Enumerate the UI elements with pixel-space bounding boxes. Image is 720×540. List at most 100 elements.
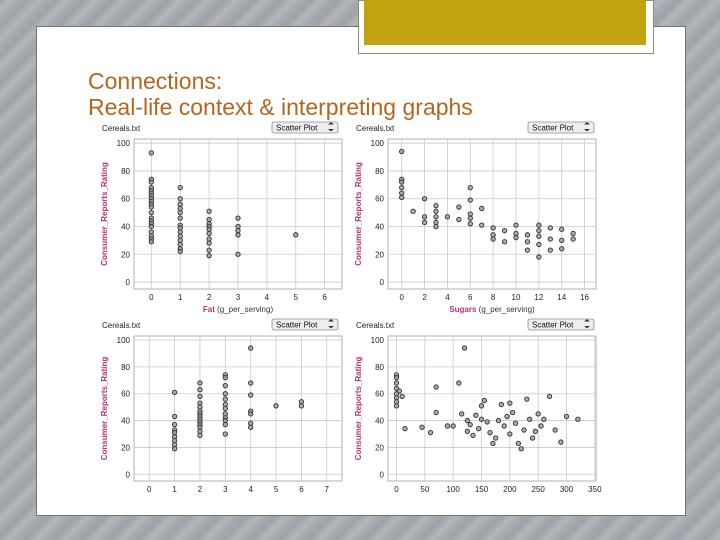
data-point [524, 232, 531, 238]
data-point [490, 236, 496, 242]
x-tick-label: 200 [503, 485, 517, 494]
data-point [222, 374, 228, 381]
y-tick-label: 40 [121, 417, 130, 426]
data-point [529, 435, 536, 441]
x-tick-label: 0 [399, 293, 404, 302]
scatter-panel-3: Cereals.txt Scatter Plot 0 1 2 3 4 5 6 7 0 20 40 60 80… [98, 318, 346, 508]
scatter-panel-4: Cereals.txt Scatter Plot 0 50 100 150 200 250 30… [352, 318, 602, 508]
data-point [171, 389, 178, 396]
data-point [501, 239, 508, 245]
plot-type-dropdown[interactable] [527, 121, 595, 134]
y-tick-label: 60 [375, 390, 384, 399]
data-point [467, 221, 473, 227]
data-point [177, 215, 183, 221]
data-point [524, 239, 531, 245]
data-point [222, 391, 228, 397]
data-point [479, 222, 485, 228]
scatter-panel-fat: Cereals.txt Scatter Plot 0 1 2 3 4 5 6 0 20 40 60 80 1… [98, 121, 346, 321]
data-point [433, 203, 439, 209]
data-point [518, 446, 524, 452]
data-point [148, 239, 154, 245]
data-point [559, 226, 565, 232]
plot-area [133, 335, 343, 482]
data-point [248, 392, 254, 398]
data-point [177, 196, 183, 202]
plot-type-dropdown[interactable] [271, 318, 339, 331]
x-tick-label: 350 [588, 485, 602, 494]
y-tick-label: 60 [121, 195, 130, 204]
data-point [298, 403, 305, 409]
x-tick-label: 5 [294, 293, 299, 302]
plot-type-dropdown-label: Scatter Plot [276, 124, 318, 133]
x-tick-label: 16 [580, 293, 589, 302]
data-point [498, 401, 505, 408]
data-point [433, 384, 439, 390]
data-point [558, 439, 564, 445]
plot-type-dropdown[interactable] [271, 121, 339, 134]
data-point [197, 380, 203, 386]
data-point [248, 424, 254, 430]
plot-type-dropdown-label: Scatter Plot [532, 124, 574, 133]
data-point [536, 222, 542, 228]
y-tick-label: 100 [117, 139, 131, 148]
data-point [410, 208, 416, 214]
y-tick-label: 80 [121, 167, 130, 176]
y-axis-label: Consumer_Reports_Rating [100, 357, 109, 461]
data-point [456, 204, 462, 210]
data-point [402, 425, 408, 432]
data-point [171, 413, 178, 420]
x-axis-label: Fat (g_per_serving) [203, 305, 274, 314]
dataset-label: Cereals.txt [356, 124, 395, 133]
data-point [148, 209, 154, 216]
slide-title-line-1: Connections: [88, 68, 223, 94]
x-tick-label: 50 [420, 485, 429, 494]
y-tick-label: 0 [126, 470, 131, 479]
data-point [399, 194, 405, 200]
data-point [273, 403, 279, 409]
data-point [248, 345, 254, 351]
data-point [444, 214, 451, 220]
data-point [222, 421, 228, 428]
data-point [467, 184, 473, 191]
data-point [399, 393, 405, 400]
data-point [575, 416, 581, 422]
data-point [461, 345, 468, 351]
data-point [501, 228, 508, 234]
y-axis-label: Consumer_Reports_Rating [354, 357, 363, 461]
data-point [148, 179, 154, 185]
data-point [547, 225, 553, 231]
data-point [524, 247, 531, 253]
y-axis-label: Consumer_Reports_Rating [354, 162, 363, 266]
x-tick-label: 5 [274, 485, 279, 494]
data-point [456, 216, 462, 223]
data-point [507, 431, 513, 437]
data-point [495, 417, 502, 424]
y-tick-label: 60 [121, 390, 130, 399]
data-point [177, 248, 183, 255]
y-tick-label: 100 [117, 336, 131, 345]
data-point [450, 423, 456, 429]
y-tick-label: 20 [121, 443, 130, 452]
data-point [464, 417, 470, 424]
y-tick-label: 80 [121, 363, 130, 372]
data-point [507, 400, 513, 406]
data-point [206, 253, 212, 259]
x-tick-label: 6 [468, 293, 473, 302]
data-point [536, 233, 542, 239]
plot-type-dropdown[interactable] [527, 318, 595, 331]
data-point [512, 420, 519, 426]
data-point [467, 421, 473, 428]
data-point [393, 380, 400, 386]
x-tick-label: 10 [512, 293, 521, 302]
data-point [535, 411, 541, 417]
data-point [478, 403, 485, 409]
data-point [552, 427, 558, 433]
data-point [476, 425, 482, 432]
y-tick-label: 0 [380, 278, 385, 287]
x-tick-label: 3 [223, 485, 228, 494]
x-tick-label: 3 [236, 293, 241, 302]
x-tick-label: 0 [149, 293, 154, 302]
data-point [433, 208, 439, 214]
